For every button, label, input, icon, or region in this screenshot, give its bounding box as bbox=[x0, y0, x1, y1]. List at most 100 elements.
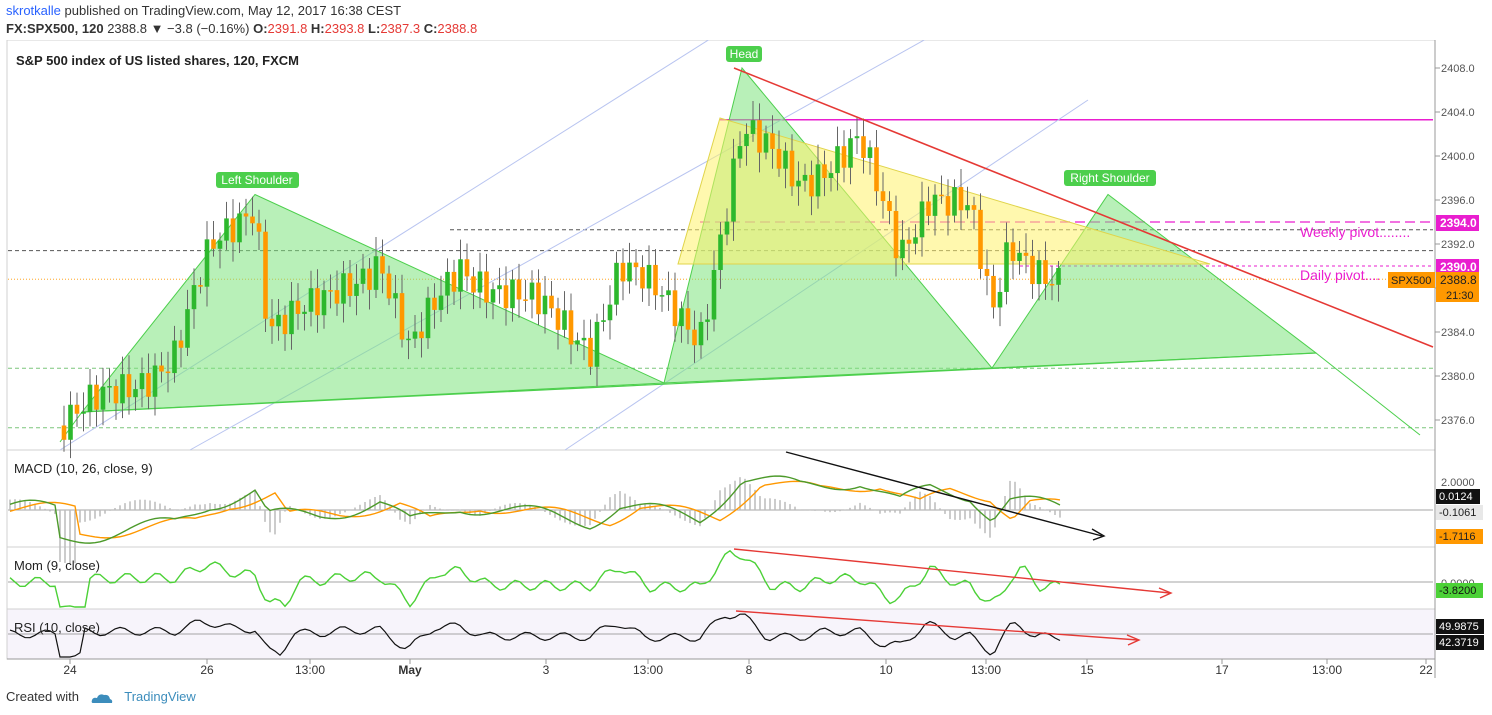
symbol-label: FX:SPX500, 120 bbox=[6, 21, 104, 36]
close-value: 2388.8 bbox=[437, 21, 478, 36]
candle-body bbox=[412, 331, 418, 339]
macd-signal-value: -1.7116 bbox=[1439, 531, 1476, 543]
time-tick-label: 10 bbox=[879, 663, 893, 677]
price-tick-label: 2384.0 bbox=[1441, 327, 1475, 339]
candle-body bbox=[198, 285, 203, 287]
candle-body bbox=[627, 262, 632, 282]
candle-body bbox=[835, 146, 840, 174]
candle-body bbox=[81, 411, 86, 414]
candle-body bbox=[1023, 252, 1029, 256]
candle-body bbox=[94, 384, 99, 410]
candle-body bbox=[282, 314, 288, 335]
right-shoulder-tag: Right Shoulder bbox=[1064, 170, 1156, 186]
candle-body bbox=[861, 136, 866, 158]
candle-body bbox=[997, 291, 1003, 308]
candlestick-series bbox=[61, 100, 1061, 459]
candle-body bbox=[107, 386, 112, 388]
created-with: Created with bbox=[6, 689, 79, 704]
candle-body bbox=[152, 365, 158, 397]
candle-body bbox=[698, 321, 704, 346]
open-value: 2391.8 bbox=[267, 21, 308, 36]
mom-value-badge: -3.8200 bbox=[1436, 583, 1483, 598]
candle-body bbox=[919, 201, 925, 238]
price-tick-label: 2380.0 bbox=[1441, 371, 1475, 383]
left-shoulder-label: Left Shoulder bbox=[221, 173, 292, 187]
candle-body bbox=[978, 209, 983, 269]
last-price: 2388.8 bbox=[107, 21, 147, 36]
candle-body bbox=[321, 290, 327, 316]
macd-pane[interactable] bbox=[6, 449, 1436, 548]
candle-body bbox=[263, 231, 268, 319]
candle-body bbox=[906, 239, 912, 244]
candle-body bbox=[939, 194, 944, 197]
head-label: Head bbox=[730, 47, 759, 61]
candle-body bbox=[913, 237, 918, 244]
time-tick-label: 15 bbox=[1080, 663, 1094, 677]
candle-body bbox=[347, 273, 353, 296]
candle-body bbox=[984, 268, 990, 276]
candle-body bbox=[328, 290, 333, 292]
price-tick-label: 2404.0 bbox=[1441, 107, 1475, 119]
rsi-series bbox=[8, 610, 1433, 658]
last-price-value: 2388.8 bbox=[1440, 273, 1477, 287]
macd-line bbox=[9, 475, 1061, 544]
candle-body bbox=[926, 201, 931, 216]
candle-body bbox=[146, 373, 151, 397]
macd-divergence-line bbox=[785, 451, 1103, 537]
candle-body bbox=[217, 240, 223, 249]
left-shoulder-tag: Left Shoulder bbox=[216, 172, 299, 188]
tradingview-link[interactable]: TradingView bbox=[124, 689, 196, 704]
author-link[interactable]: skrotkalle bbox=[6, 3, 61, 18]
candle-body bbox=[393, 293, 398, 299]
daily-pivot-note: Daily pivot.... bbox=[1300, 267, 1380, 283]
candle-body bbox=[360, 268, 366, 284]
candle-body bbox=[991, 275, 996, 308]
candle-body bbox=[386, 273, 392, 299]
candle-body bbox=[87, 384, 93, 412]
trend-lines bbox=[733, 67, 1434, 348]
time-axis-ticks: 24 26 13:00 May 3 13:00 8 10 13:00 15 17 13:00 22 bbox=[63, 659, 1433, 677]
open-label: O: bbox=[253, 21, 268, 36]
descending-trendline bbox=[733, 67, 1434, 348]
candle-body bbox=[666, 290, 671, 296]
candle-body bbox=[100, 386, 106, 410]
candle-body bbox=[367, 268, 372, 290]
candle-body bbox=[211, 239, 216, 249]
candle-body bbox=[204, 239, 210, 287]
candle-body bbox=[61, 425, 67, 440]
time-tick-label: 24 bbox=[63, 663, 77, 677]
time-tick-label: 26 bbox=[200, 663, 214, 677]
daily-pivot-value: 2390.0 bbox=[1440, 260, 1477, 274]
macd-arrow-head bbox=[1091, 528, 1106, 541]
candle-body bbox=[165, 371, 171, 374]
mom-arrow-head bbox=[1158, 587, 1173, 599]
candle-body bbox=[945, 196, 951, 216]
wedge-area bbox=[677, 117, 1211, 265]
time-tick-label: 17 bbox=[1215, 663, 1229, 677]
candle-body bbox=[900, 239, 905, 259]
candle-body bbox=[529, 282, 535, 300]
candle-body bbox=[308, 288, 314, 312]
momentum-line bbox=[9, 549, 1061, 608]
momentum-series bbox=[8, 548, 1433, 608]
price-chart[interactable]: S&P 500 index of US listed shares, 120, … bbox=[0, 40, 1492, 688]
candle-body bbox=[178, 340, 184, 348]
candle-body bbox=[445, 271, 450, 296]
candle-body bbox=[867, 147, 873, 158]
time-tick-label: May bbox=[398, 663, 422, 677]
close-label: C: bbox=[423, 21, 438, 36]
candle-body bbox=[68, 404, 73, 440]
candle-body bbox=[399, 293, 405, 340]
candle-body bbox=[646, 264, 652, 289]
high-value: 2393.8 bbox=[324, 21, 365, 36]
candle-body bbox=[601, 320, 606, 322]
candle-body bbox=[750, 120, 756, 134]
candle-body bbox=[237, 213, 242, 243]
neckline bbox=[81, 352, 1317, 413]
mom-pane[interactable] bbox=[6, 546, 1436, 610]
candle-body bbox=[74, 404, 80, 414]
candle-body bbox=[952, 187, 957, 216]
candle-body bbox=[191, 285, 197, 310]
candle-body bbox=[471, 276, 476, 293]
candle-body bbox=[1017, 252, 1022, 261]
